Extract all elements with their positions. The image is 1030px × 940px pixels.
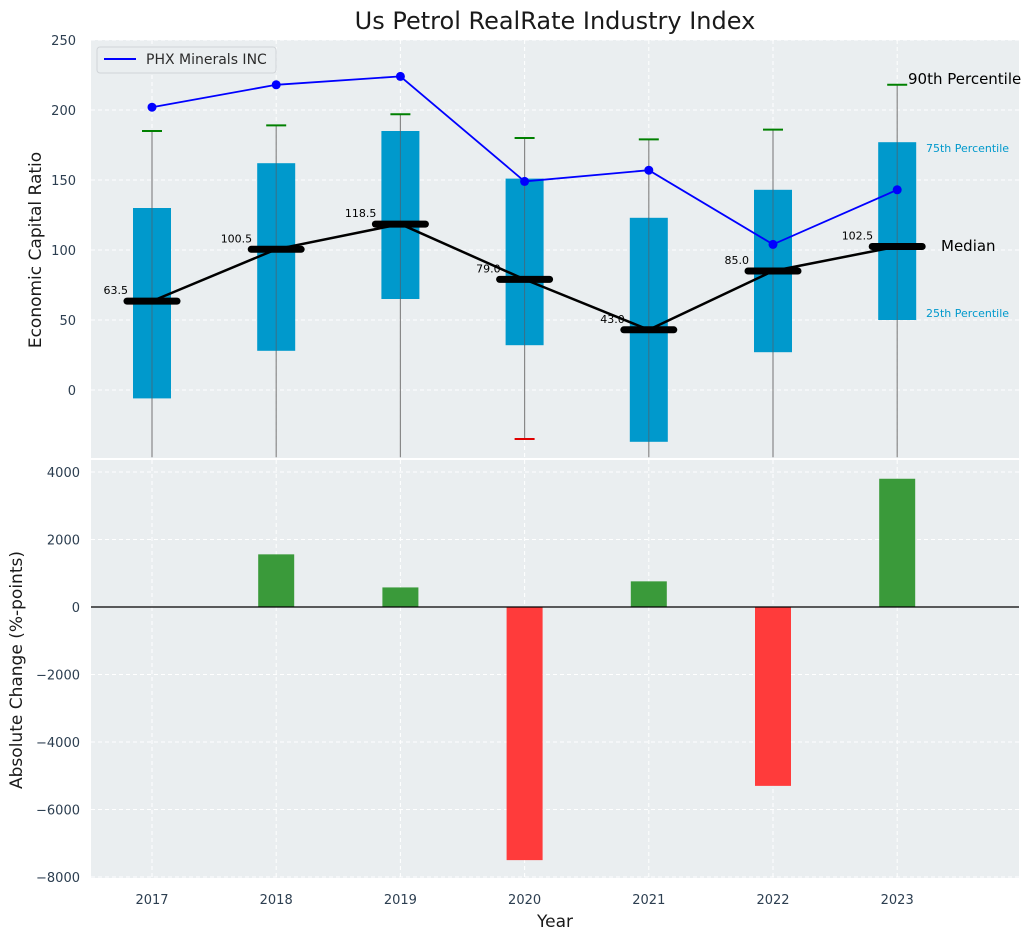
bottom-y-tick-label: −8000	[36, 871, 80, 886]
change-bar	[382, 587, 419, 607]
legend: PHX Minerals INC	[96, 46, 277, 74]
x-axis-label: Year	[536, 912, 573, 932]
top-y-tick-label: 50	[59, 314, 76, 329]
bottom-y-tick-label: −4000	[36, 736, 80, 751]
annotation-90th-percentile: 90th Percentile	[908, 70, 1021, 88]
annotation-median: Median	[941, 237, 996, 255]
company-data-point	[520, 176, 530, 186]
bottom-y-tick-label: 2000	[47, 534, 80, 549]
x-tick-label: 2019	[384, 893, 417, 908]
bottom-y-tick-label: 0	[72, 601, 80, 616]
x-tick-label: 2018	[260, 893, 293, 908]
top-y-tick-label: 0	[68, 384, 76, 399]
chart-title: Us Petrol RealRate Industry Index	[355, 7, 756, 35]
median-value-label: 43.0	[600, 313, 625, 326]
bottom-y-tick-label: −2000	[36, 669, 80, 684]
x-tick-label: 2021	[632, 893, 665, 908]
x-tick-label: 2023	[881, 893, 914, 908]
company-data-point	[644, 165, 654, 175]
median-value-label: 79.0	[476, 262, 501, 275]
company-data-point	[147, 102, 157, 112]
top-y-tick-label: 250	[51, 34, 76, 49]
top-y-tick-label: 200	[51, 104, 76, 119]
company-data-point	[892, 185, 902, 195]
top-y-axis-label: Economic Capital Ratio	[26, 152, 46, 348]
bottom-y-tick-label: 4000	[47, 466, 80, 481]
median-value-label: 118.5	[345, 207, 377, 220]
x-tick-label: 2017	[135, 893, 168, 908]
top-y-tick-label: 100	[51, 244, 76, 259]
change-bar	[506, 607, 543, 861]
company-data-point	[395, 71, 405, 81]
change-bar	[879, 478, 916, 607]
median-value-label: 102.5	[842, 230, 874, 243]
median-value-label: 63.5	[104, 284, 129, 297]
change-bar	[258, 554, 295, 607]
top-y-tick-label: 150	[51, 174, 76, 189]
legend-label-company: PHX Minerals INC	[146, 52, 267, 68]
change-bar	[755, 607, 791, 786]
x-tick-label: 2022	[756, 893, 789, 908]
company-data-point	[768, 239, 778, 249]
median-value-label: 85.0	[725, 254, 750, 267]
company-data-point	[271, 80, 281, 90]
annotation-75th-percentile: 75th Percentile	[926, 142, 1009, 155]
bottom-y-axis-label: Absolute Change (%-points)	[7, 551, 27, 789]
x-tick-label: 2020	[508, 893, 541, 908]
change-bar	[630, 581, 667, 607]
annotation-25th-percentile: 25th Percentile	[926, 307, 1009, 320]
bottom-y-tick-label: −6000	[36, 804, 80, 819]
bottom-plot-area	[91, 460, 1019, 878]
median-value-label: 100.5	[221, 232, 253, 245]
